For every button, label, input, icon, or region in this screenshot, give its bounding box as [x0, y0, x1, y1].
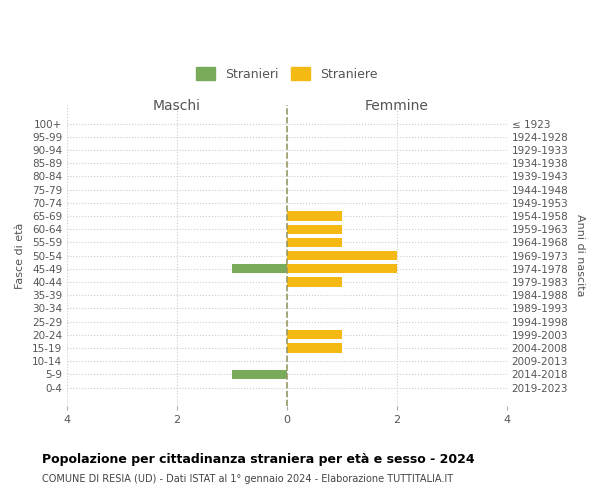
Text: Popolazione per cittadinanza straniera per età e sesso - 2024: Popolazione per cittadinanza straniera p… — [42, 452, 475, 466]
Bar — [287, 238, 342, 247]
Y-axis label: Anni di nascita: Anni di nascita — [575, 214, 585, 297]
Bar — [232, 370, 287, 379]
Bar — [232, 264, 287, 274]
Text: Maschi: Maschi — [153, 99, 201, 113]
Bar — [287, 330, 342, 340]
Bar — [287, 251, 397, 260]
Text: COMUNE DI RESIA (UD) - Dati ISTAT al 1° gennaio 2024 - Elaborazione TUTTITALIA.I: COMUNE DI RESIA (UD) - Dati ISTAT al 1° … — [42, 474, 453, 484]
Bar — [287, 264, 397, 274]
Text: Femmine: Femmine — [365, 99, 429, 113]
Legend: Stranieri, Straniere: Stranieri, Straniere — [193, 64, 381, 84]
Bar — [287, 278, 342, 286]
Bar — [287, 344, 342, 352]
Bar — [287, 224, 342, 234]
Y-axis label: Fasce di età: Fasce di età — [15, 222, 25, 289]
Bar — [287, 212, 342, 220]
